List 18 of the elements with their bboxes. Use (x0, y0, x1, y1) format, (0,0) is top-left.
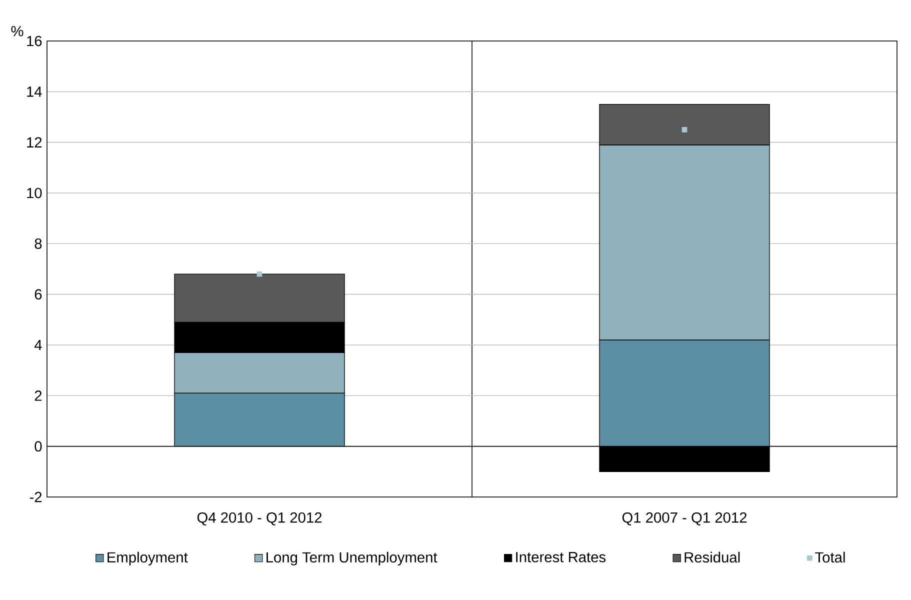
legend-label: Total (815, 552, 845, 563)
y-tick-label: -2 (30, 492, 42, 502)
y-tick-label: 0 (34, 441, 42, 452)
y-tick-label: 12 (27, 137, 42, 148)
x-tick-label: Q1 2007 - Q1 2012 (622, 512, 747, 526)
legend-label: Residual (684, 552, 740, 563)
y-tick-label: 6 (34, 289, 42, 300)
y-tick-label: 16 (27, 36, 42, 46)
y-tick-label: 8 (34, 238, 42, 249)
x-tick-label: Q4 2010 - Q1 2012 (197, 512, 322, 526)
y-tick-label: 2 (34, 390, 42, 401)
legend-label: Interest Rates (516, 552, 606, 562)
legend-label: Employment (108, 552, 188, 566)
y-tick-label: 14 (27, 86, 42, 97)
y-axis-title: % (11, 26, 24, 36)
legend-label: Long Term Unemployment (266, 552, 438, 566)
y-tick-label: 4 (34, 340, 42, 350)
y-tick-label: 10 (27, 188, 42, 198)
